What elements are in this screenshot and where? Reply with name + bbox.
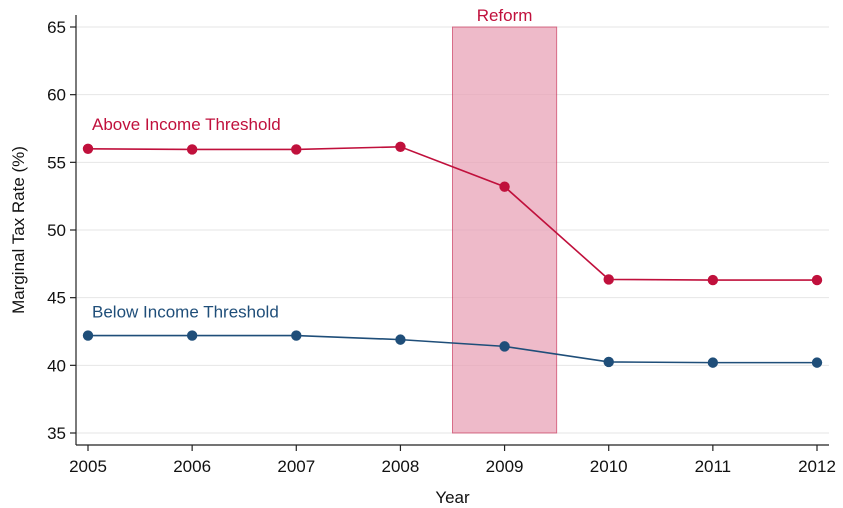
series-label: Below Income Threshold — [92, 303, 279, 322]
series — [82, 141, 823, 368]
data-point — [707, 357, 719, 368]
x-axis-title: Year — [435, 488, 470, 507]
y-tick-label: 50 — [47, 221, 66, 240]
x-tick-label: 2005 — [69, 457, 107, 476]
data-point — [499, 181, 510, 192]
reform-band-rect — [452, 26, 558, 434]
y-axis-title: Marginal Tax Rate (%) — [9, 146, 28, 314]
data-point — [811, 357, 823, 368]
y-tick-label: 60 — [47, 86, 66, 105]
data-point — [291, 144, 302, 155]
axes: 35 40 45 50 55 60 65 2005 2006 2007 2008 2009 2010 20… — [9, 15, 836, 507]
series-label: Above Income Threshold — [92, 115, 281, 134]
data-point — [603, 274, 614, 285]
series-line — [88, 334, 817, 364]
y-tick-label: 45 — [47, 289, 66, 308]
data-point — [499, 341, 510, 352]
y-tick-label: 65 — [47, 18, 66, 37]
y-tick-label: 40 — [47, 356, 66, 375]
data-point — [707, 274, 719, 286]
data-point — [186, 330, 198, 341]
data-point — [82, 330, 94, 341]
data-point — [395, 141, 406, 152]
data-point — [603, 356, 614, 368]
series-line — [87, 145, 817, 281]
data-point — [186, 144, 198, 155]
x-tick-label: 2008 — [382, 457, 420, 476]
reform-label: Reform — [477, 6, 533, 25]
x-tick-label: 2007 — [277, 457, 315, 476]
data-point — [811, 274, 823, 286]
x-tick-label: 2006 — [173, 457, 211, 476]
labels: Reform Above Income Threshold Below Income… — [92, 6, 532, 322]
x-tick-label: 2011 — [695, 457, 732, 476]
y-tick-label: 55 — [47, 153, 66, 172]
x-tick-label: 2009 — [486, 457, 524, 476]
x-tick-label: 2012 — [798, 457, 836, 476]
data-point — [291, 330, 302, 341]
data-point — [82, 143, 94, 154]
reform-band — [452, 26, 558, 434]
data-point — [395, 334, 406, 345]
x-tick-label: 2010 — [590, 457, 628, 476]
y-tick-label: 35 — [47, 424, 66, 443]
